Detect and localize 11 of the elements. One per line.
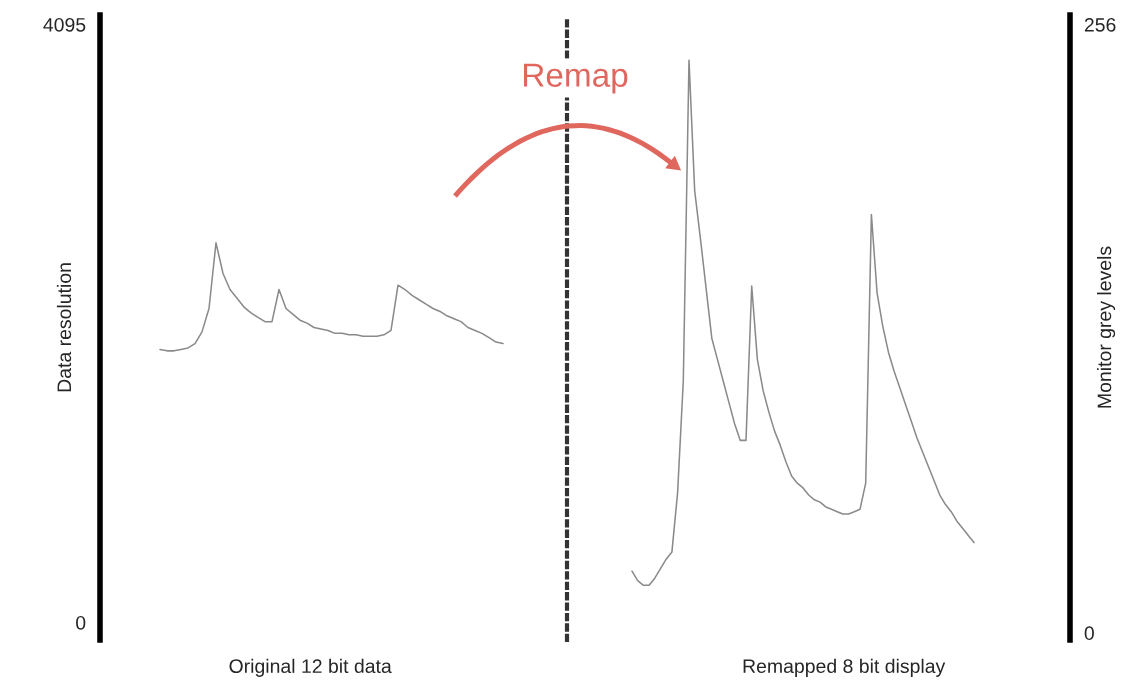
y-tick-label: 0 (76, 615, 86, 630)
x-axis-title: Original 12 bit data (229, 658, 392, 677)
y-tick-label: 256 (1084, 17, 1116, 32)
x-axis-title: Remapped 8 bit display (743, 658, 946, 677)
y-tick-label: 0 (1084, 626, 1094, 641)
line-series (159, 242, 504, 352)
y-tick-label: 4095 (43, 17, 86, 32)
y-axis-title: Data resolution (56, 263, 72, 392)
y-axis-title: Monitor grey levels (1097, 246, 1116, 408)
text: Remap (524, 63, 628, 94)
line-series (631, 59, 975, 587)
